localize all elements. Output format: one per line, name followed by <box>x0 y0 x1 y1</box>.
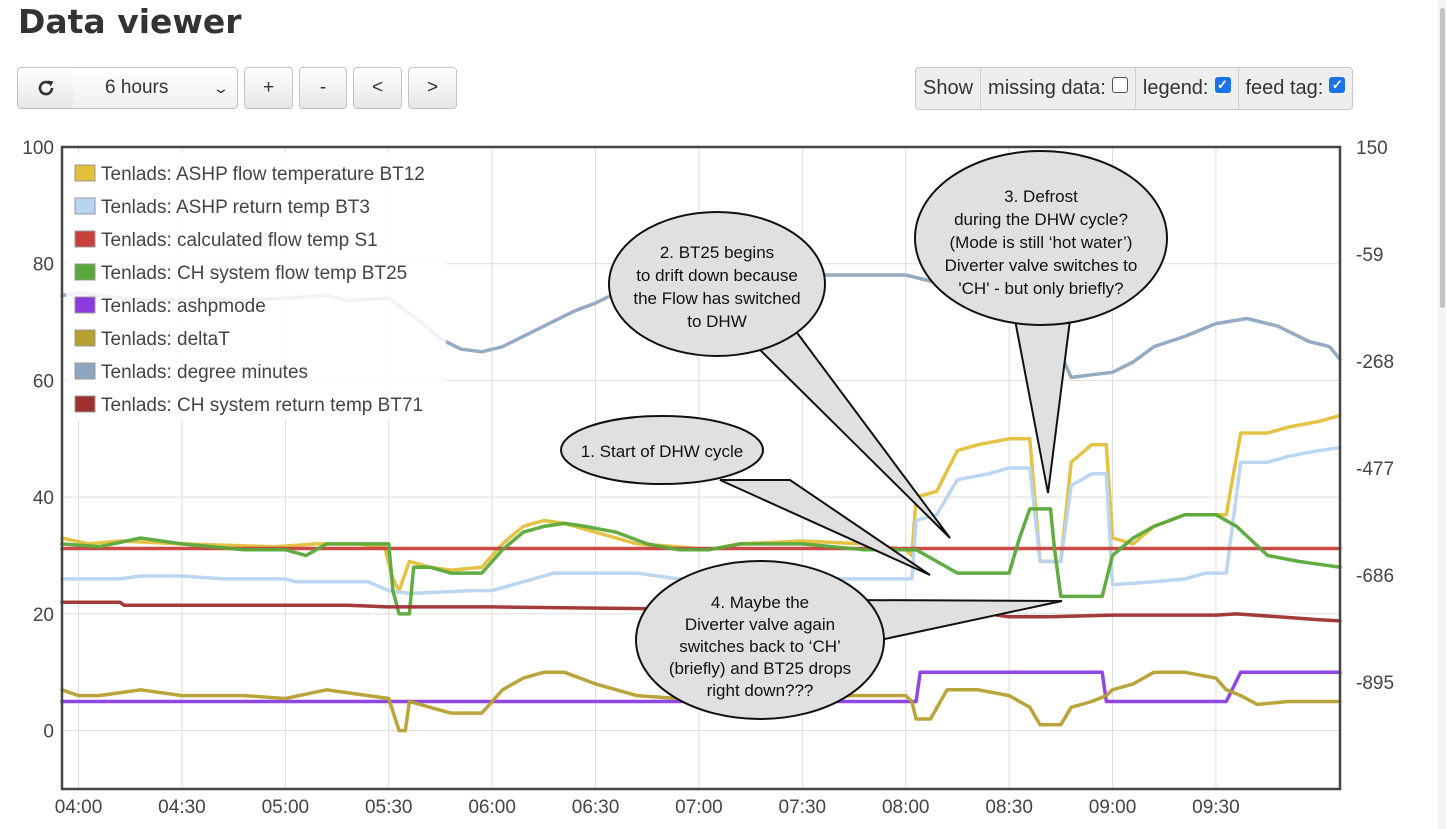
annotation-text: right down??? <box>707 681 814 700</box>
x-tick-label: 06:30 <box>572 797 620 818</box>
legend-label: Tenlads: ASHP return temp BT3 <box>101 197 370 218</box>
feed-tag-option[interactable]: feed tag: ✓ <box>1237 68 1353 109</box>
annotation-text: switches back to ‘CH’ <box>679 637 841 656</box>
legend-background <box>66 152 446 420</box>
chevron-down-icon: ⌄ <box>212 79 230 96</box>
pan-left-button[interactable]: < <box>353 67 402 109</box>
legend-label: Tenlads: ashpmode <box>101 296 266 317</box>
legend-checkbox[interactable]: ✓ <box>1214 76 1231 93</box>
legend-swatch <box>74 197 96 215</box>
legend-label: legend: <box>1142 77 1209 99</box>
missing-data-checkbox[interactable] <box>1111 76 1128 93</box>
legend-swatch <box>74 230 96 248</box>
refresh-icon <box>38 80 53 96</box>
y-left-tick-label: 20 <box>33 605 54 626</box>
annotation-text: (Mode is still ‘hot water’) <box>950 233 1133 252</box>
annotation-bubble-fill <box>610 213 824 355</box>
page-scrollbar-thumb[interactable] <box>1440 8 1445 308</box>
series-line <box>60 670 1342 704</box>
show-label: Show <box>916 68 980 109</box>
zoom-in-button[interactable]: + <box>244 67 293 109</box>
annotation-text: during the DHW cycle? <box>954 210 1128 229</box>
legend-swatch <box>74 329 96 347</box>
zoom-out-button[interactable]: - <box>299 67 347 109</box>
legend-swatch <box>74 395 96 413</box>
feed-tag-label: feed tag: <box>1245 77 1324 99</box>
x-tick-label: 05:00 <box>262 797 310 818</box>
legend-label: Tenlads: CH system flow temp BT25 <box>101 263 407 284</box>
annotation-callout: 2. BT25 begins to drift down because the F… <box>608 211 951 539</box>
legend-swatch <box>74 362 96 380</box>
legend-label: Tenlads: deltaT <box>101 329 230 350</box>
x-tick-label: 06:00 <box>468 797 516 818</box>
show-label-text: Show <box>923 77 974 99</box>
annotation-text: Diverter valve switches to <box>945 256 1138 275</box>
y-left-tick-label: 60 <box>33 371 54 392</box>
chart-ticks: 04:00 04:30 05:00 05:30 06:00 06:30 07:00 07:30… <box>22 138 1394 818</box>
annotation-text: (briefly) and BT25 drops <box>669 659 851 678</box>
legend-label: Tenlads: calculated flow temp S1 <box>101 230 378 251</box>
annotation-callout: 4. Maybe the Diverter valve again switches… <box>635 560 1063 720</box>
y-left-tick-label: 80 <box>33 255 54 276</box>
y-left-tick-label: 100 <box>22 138 54 159</box>
page-title: Data viewer <box>18 2 242 41</box>
legend-label: Tenlads: CH system return temp BT71 <box>101 395 423 416</box>
annotation-text: to drift down because <box>636 266 798 285</box>
annotation-bubble-fill <box>916 152 1166 324</box>
annotation-callout: 3. Defrost during the DHW cycle? (Mode is … <box>914 150 1168 494</box>
y-right-tick-label: -268 <box>1356 352 1394 373</box>
x-tick-label: 07:30 <box>779 797 827 818</box>
annotation-text: 3. Defrost <box>1004 187 1078 206</box>
annotation-bubble-fill <box>562 417 762 483</box>
legend-label: Tenlads: ASHP flow temperature BT12 <box>101 164 425 185</box>
x-tick-label: 04:30 <box>158 797 206 818</box>
annotation-text: 'CH' - but only briefly? <box>958 279 1123 298</box>
x-tick-label: 08:30 <box>985 797 1033 818</box>
display-options: Show missing data: legend: ✓ feed tag: ✓ <box>915 67 1354 110</box>
y-left-tick-label: 0 <box>43 722 54 743</box>
missing-data-label: missing data: <box>988 77 1106 99</box>
annotation-bubble-fill <box>637 562 883 718</box>
annotation-pointer <box>719 479 931 576</box>
chart-annotations: 1. Start of DHW cycle 2. BT25 begins to dr… <box>560 150 1168 720</box>
legend-swatch <box>74 263 96 281</box>
x-tick-label: 09:00 <box>1089 797 1137 818</box>
annotation-text: Diverter valve again <box>685 615 835 634</box>
annotation-text: the Flow has switched <box>633 289 800 308</box>
annotation-text: 1. Start of DHW cycle <box>581 442 743 461</box>
time-range-value: 6 hours <box>105 77 169 98</box>
page-scrollbar[interactable] <box>1438 0 1446 829</box>
annotation-text: 4. Maybe the <box>711 593 809 612</box>
time-range-select[interactable]: 6 hours ⌄ <box>73 67 238 109</box>
x-tick-label: 08:00 <box>882 797 930 818</box>
x-tick-label: 05:30 <box>365 797 413 818</box>
chart-legend: Tenlads: ASHP flow temperature BT12 Tenla… <box>66 152 446 420</box>
annotation-text: 2. BT25 begins <box>660 243 774 262</box>
x-tick-label: 09:30 <box>1192 797 1240 818</box>
series-line <box>60 507 1342 616</box>
x-tick-label: 07:00 <box>675 797 723 818</box>
x-tick-label: 04:00 <box>55 797 103 818</box>
y-right-tick-label: -686 <box>1356 566 1394 587</box>
y-right-tick-label: -895 <box>1356 673 1394 694</box>
legend-option[interactable]: legend: ✓ <box>1134 68 1238 109</box>
y-right-tick-label: -477 <box>1356 459 1394 480</box>
y-right-tick-label: 150 <box>1356 138 1388 159</box>
feed-tag-checkbox[interactable]: ✓ <box>1329 76 1346 93</box>
plot-frame <box>60 145 1342 791</box>
pan-right-button[interactable]: > <box>408 67 457 109</box>
legend-label: Tenlads: degree minutes <box>101 362 308 383</box>
legend-swatch <box>74 164 96 182</box>
missing-data-option[interactable]: missing data: <box>980 68 1135 109</box>
y-right-tick-label: -59 <box>1356 245 1383 266</box>
annotation-text: to DHW <box>687 312 747 331</box>
y-left-tick-label: 40 <box>33 488 54 509</box>
legend-swatch <box>74 296 96 314</box>
refresh-button[interactable] <box>17 67 74 109</box>
annotation-callout: 1. Start of DHW cycle <box>560 415 931 576</box>
